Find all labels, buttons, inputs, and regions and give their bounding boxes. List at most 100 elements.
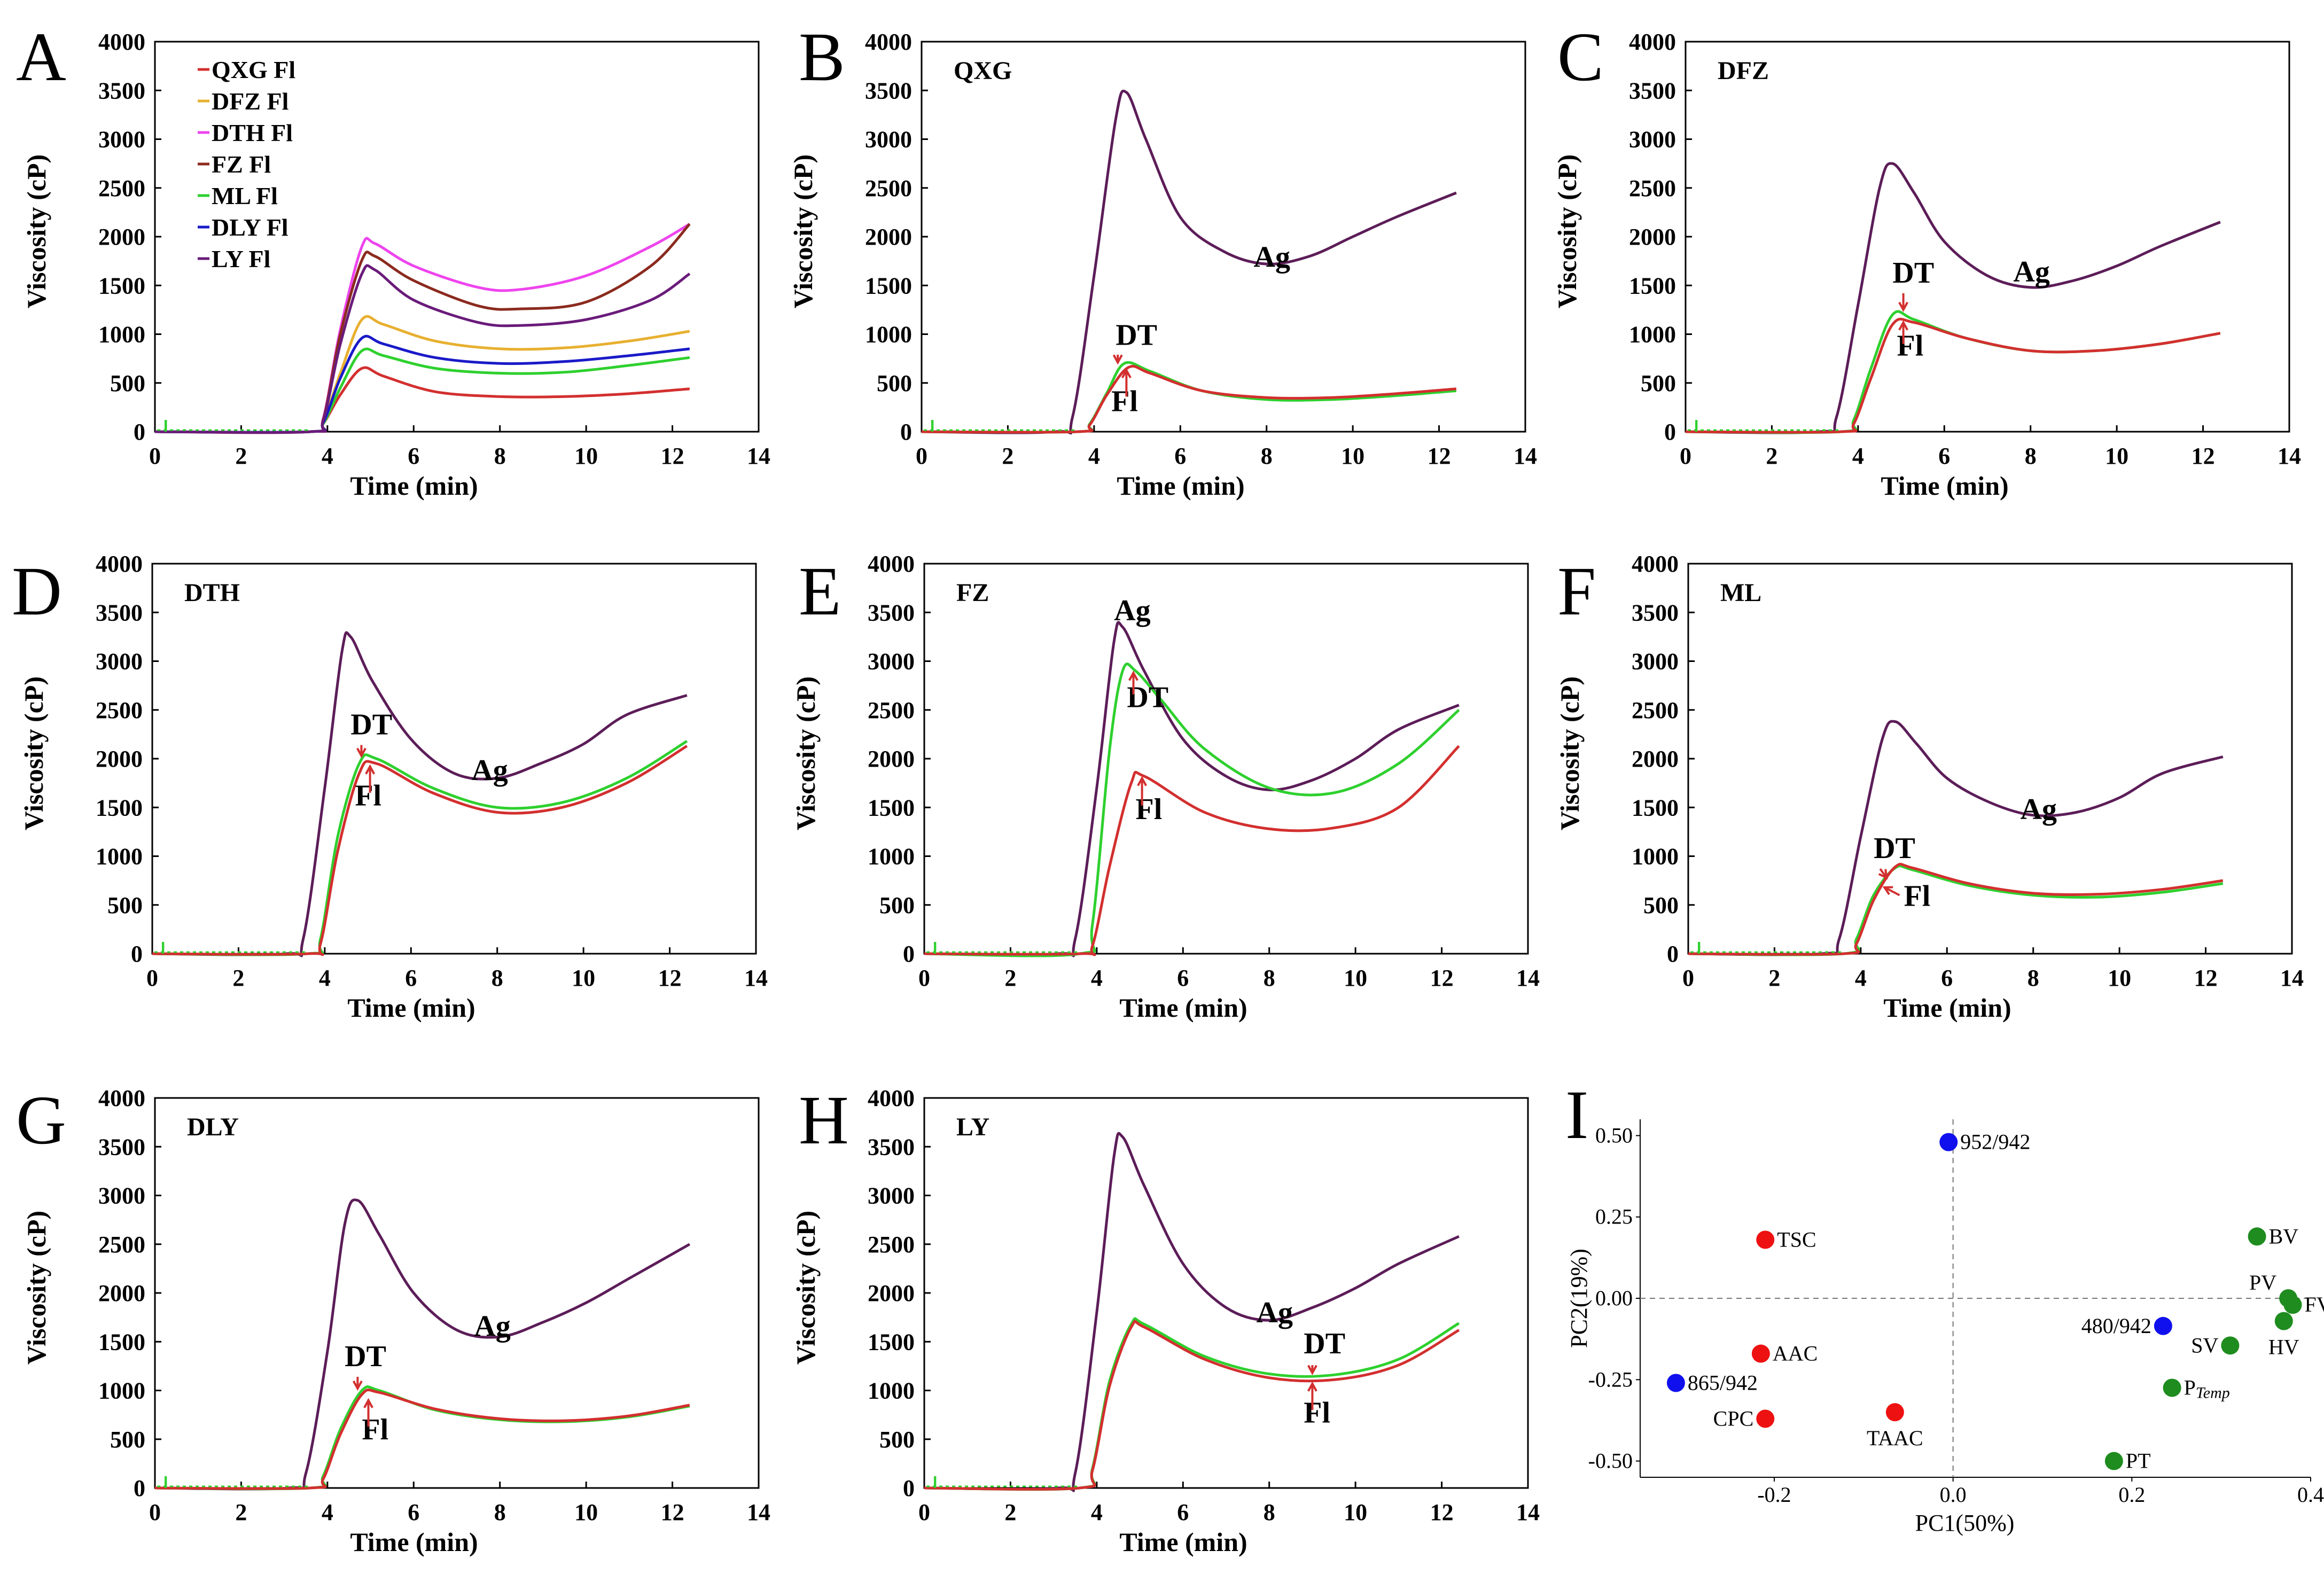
y-tick-label: 1000: [1629, 322, 1676, 348]
y-tick-label: 3000: [865, 127, 912, 153]
x-tick-label: 8: [1261, 443, 1273, 469]
panel-letter: I: [1565, 1077, 1588, 1154]
series-line-dt: [924, 663, 1460, 957]
y-tick-label: 2500: [98, 1232, 145, 1258]
x-tick-label: 4: [322, 1499, 333, 1525]
x-tick-label: 10: [574, 1499, 598, 1525]
y-tick-label: 2000: [868, 1280, 915, 1306]
panel-title: DLY: [187, 1113, 239, 1141]
annotation-dt: DT: [350, 708, 392, 741]
point-label: FV: [2305, 1292, 2324, 1316]
x-tick-label: 12: [661, 1499, 684, 1525]
x-tick-label: 12: [658, 965, 682, 991]
data-point: [2163, 1378, 2181, 1397]
panel-letter: G: [16, 1082, 66, 1159]
data-point: [2154, 1316, 2172, 1335]
x-tick-label: 4: [1088, 443, 1100, 469]
data-point: [1885, 1403, 1904, 1422]
series-line-dt: [154, 1385, 690, 1491]
annotation-arrowhead: [1121, 368, 1132, 379]
x-tick-label: 0: [918, 965, 930, 991]
annotation-dt: DT: [1874, 832, 1915, 865]
series-line-fl: [154, 1388, 690, 1490]
annotation-fl: Fl: [1304, 1397, 1330, 1430]
plot-frame: [1684, 41, 2290, 433]
x-tick-label: 12: [2192, 443, 2215, 469]
y-tick-label: 500: [1641, 370, 1676, 396]
y-tick-label: 2000: [865, 224, 912, 250]
panel-f: F 0 2 4 6 8 10 12 14 0 500 1000 1500 2000 2500 3000 3500…: [1555, 551, 2304, 1023]
panel-title: DTH: [184, 579, 240, 607]
y-tick-label: 2500: [868, 697, 915, 723]
annotation-arrowhead: [365, 764, 376, 775]
point-label: 480/942: [2081, 1314, 2151, 1338]
y-tick-label: 0: [903, 1475, 915, 1501]
legend-entry: DFZ Fl: [212, 88, 288, 115]
x-tick-label: 4: [1852, 443, 1864, 469]
x-axis-label: Time (min): [1883, 993, 2011, 1023]
point-label: PT: [2126, 1449, 2151, 1473]
plot-frame: [154, 1097, 760, 1489]
x-tick-label: 6: [1941, 965, 1953, 991]
x-tick-label: 6: [1177, 965, 1189, 991]
annotation-dt: DT: [1892, 256, 1934, 290]
x-tick-label: 14: [744, 965, 768, 991]
x-tick-label: 0: [149, 443, 161, 469]
y-tick-label: 500: [877, 370, 912, 396]
x-tick-label: 10: [1341, 443, 1364, 469]
annotation-arrowhead: [1898, 320, 1909, 331]
legend-entry: FZ Fl: [212, 151, 271, 178]
annotation-arrow: [1884, 886, 1900, 897]
y-tick-label: 3500: [868, 599, 915, 626]
x-tick-label: 8: [492, 965, 503, 991]
y-tick-label: 3500: [868, 1134, 915, 1160]
y-tick-label: 4000: [98, 29, 145, 55]
y-tick-label: 0: [903, 941, 915, 967]
annotation-arrowhead: [356, 747, 366, 758]
panel-letter: B: [799, 19, 845, 96]
y-tick-label: 1500: [1632, 794, 1679, 821]
y-tick-label: 1500: [98, 1329, 145, 1355]
x-tick-label: 8: [1264, 1499, 1275, 1525]
x-tick-label: 12: [1430, 1499, 1454, 1525]
y-tick-label: 1000: [98, 322, 145, 348]
legend-entry: LY Fl: [212, 245, 270, 272]
x-tick-label: -0.2: [1757, 1483, 1791, 1507]
x-tick-label: 14: [2278, 443, 2301, 469]
series-line-dt: [924, 1317, 1460, 1491]
data-point: [1751, 1344, 1770, 1363]
series-line-ly-fl: [154, 264, 691, 434]
y-tick-label: 2000: [868, 746, 915, 772]
plot-frame: [923, 1097, 1529, 1489]
series-line-dfz-fl: [154, 315, 690, 434]
x-tick-label: 4: [1091, 1499, 1103, 1525]
x-tick-label: 8: [494, 1499, 506, 1525]
y-tick-label: 4000: [865, 29, 912, 55]
panel-letter: F: [1557, 553, 1596, 630]
annotation-ag: Ag: [1254, 241, 1290, 274]
x-tick-label: 2: [1004, 965, 1016, 991]
y-tick-label: 3500: [865, 77, 912, 104]
y-tick-label: 4000: [868, 551, 915, 577]
y-tick-label: 1500: [865, 272, 912, 299]
x-tick-label: 8: [2025, 443, 2037, 469]
panel-title: ML: [1720, 579, 1761, 607]
y-axis-label: Viscosity (cP): [791, 1211, 821, 1365]
y-tick-label: 1000: [868, 844, 915, 870]
x-tick-label: 0.2: [2118, 1483, 2145, 1507]
x-tick-label: 14: [1516, 1499, 1540, 1525]
y-axis-label: Viscosity (cP): [21, 154, 51, 308]
annotation-arrowhead: [1128, 671, 1138, 681]
data-point: [1939, 1133, 1958, 1151]
y-tick-label: 2000: [96, 746, 143, 772]
x-tick-label: 6: [408, 1499, 419, 1525]
y-tick-label: 3500: [98, 77, 145, 104]
data-point: [1666, 1374, 1685, 1392]
point-label: HV: [2268, 1335, 2299, 1359]
panel-h: H 0 2 4 6 8 10 12 14 0 500 1000 1500 2000 2500 3000 3500…: [791, 1082, 1540, 1557]
annotation-ag: Ag: [2021, 793, 2057, 826]
y-tick-label: 4000: [1632, 551, 1679, 577]
y-tick-label: 2500: [98, 175, 145, 201]
y-tick-label: 2500: [1632, 697, 1679, 723]
